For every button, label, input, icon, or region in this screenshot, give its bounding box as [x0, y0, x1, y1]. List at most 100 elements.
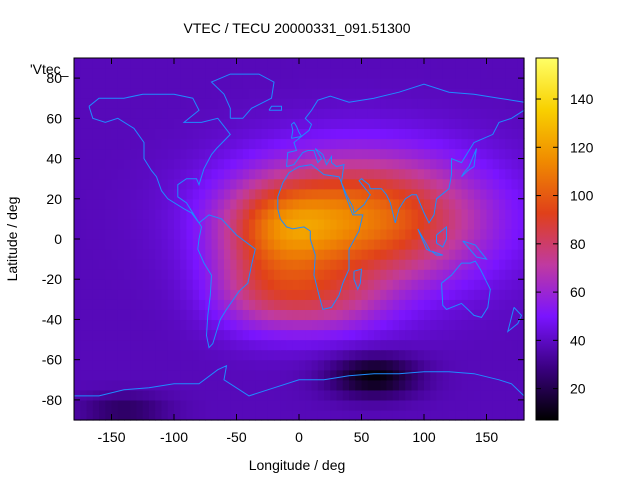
heatmap-cell [411, 379, 419, 391]
heatmap-cell [511, 198, 519, 210]
heatmap-cell [442, 98, 450, 109]
heatmap-cell [267, 88, 275, 99]
heatmap-cell [467, 168, 475, 180]
heatmap-cell [205, 359, 213, 371]
heatmap-cell [155, 188, 163, 200]
heatmap-cell [430, 98, 438, 109]
heatmap-cell [417, 259, 425, 270]
heatmap-cell [92, 269, 100, 280]
heatmap-cell [280, 78, 288, 89]
heatmap-cell [467, 259, 475, 270]
heatmap-cell [386, 239, 394, 250]
heatmap-cell [411, 68, 419, 79]
heatmap-cell [86, 249, 94, 260]
heatmap-cell [124, 319, 131, 331]
heatmap-cell [292, 228, 300, 240]
heatmap-cell [380, 329, 388, 341]
heatmap-cell [174, 118, 181, 129]
heatmap-cell [186, 78, 194, 89]
heatmap-cell [505, 369, 513, 381]
coastline-australia [441, 260, 491, 318]
heatmap-cell [349, 188, 356, 200]
heatmap-cell [311, 68, 319, 79]
heatmap-cell [511, 369, 519, 381]
heatmap-cell [374, 269, 381, 280]
heatmap-cell [474, 88, 481, 99]
heatmap-cell [436, 188, 444, 200]
heatmap-cell [224, 138, 231, 150]
heatmap-cell [117, 168, 125, 180]
heatmap-cell [411, 279, 419, 290]
heatmap-cell [305, 369, 313, 381]
heatmap-cell [230, 269, 238, 280]
heatmap-cell [380, 68, 388, 79]
heatmap-cell [180, 299, 188, 310]
heatmap-cell [399, 218, 406, 230]
heatmap-cell [86, 98, 94, 109]
heatmap-cell [130, 188, 138, 200]
heatmap-cell [480, 259, 488, 270]
heatmap-cell [455, 178, 463, 190]
heatmap-cell [399, 118, 406, 129]
heatmap-cell [374, 379, 381, 391]
heatmap-cell [205, 68, 213, 79]
heatmap-cell [292, 299, 300, 310]
heatmap-cell [436, 208, 444, 220]
heatmap-cell [211, 409, 219, 421]
heatmap-cell [236, 249, 244, 260]
heatmap-cell [205, 88, 213, 99]
heatmap-cell [211, 98, 219, 109]
heatmap-cell [505, 299, 513, 310]
heatmap-cell [324, 168, 331, 180]
heatmap-cell [230, 198, 238, 210]
heatmap-cell [461, 409, 469, 421]
heatmap-cell [492, 218, 500, 230]
heatmap-cell [511, 379, 519, 391]
heatmap-cell [236, 128, 244, 140]
heatmap-cell [180, 188, 188, 200]
heatmap-cell [492, 228, 500, 240]
heatmap-cell [236, 58, 244, 69]
heatmap-cell [99, 208, 106, 220]
heatmap-cell [136, 78, 144, 89]
heatmap-cell [480, 168, 488, 180]
heatmap-cell [99, 78, 106, 89]
heatmap-cell [305, 309, 313, 321]
heatmap-cell [455, 249, 463, 260]
heatmap-cell [280, 399, 288, 411]
heatmap-cell [142, 359, 150, 371]
heatmap-cell [474, 359, 481, 371]
heatmap-cell [311, 369, 319, 381]
heatmap-cell [180, 359, 188, 371]
heatmap-cell [436, 178, 444, 190]
heatmap-cell [199, 58, 206, 69]
heatmap-cell [205, 369, 213, 381]
heatmap-cell [205, 168, 213, 180]
heatmap-cell [480, 249, 488, 260]
heatmap-cell [149, 359, 156, 371]
x-tick-label: 100 [412, 429, 436, 445]
heatmap-cell [442, 409, 450, 421]
heatmap-cell [255, 249, 263, 260]
heatmap-cell [236, 329, 244, 341]
heatmap-cell [311, 228, 319, 240]
heatmap-cell [174, 88, 181, 99]
heatmap-cell [467, 369, 475, 381]
heatmap-cell [330, 319, 338, 331]
heatmap-cell [242, 208, 250, 220]
heatmap-cell [167, 108, 175, 119]
heatmap-cell [180, 239, 188, 250]
coastline-north-america [88, 93, 231, 224]
heatmap-cell [111, 98, 119, 109]
heatmap-cell [117, 369, 125, 381]
heatmap-cell [211, 198, 219, 210]
heatmap-cell [199, 369, 206, 381]
heatmap-cell [430, 299, 438, 310]
heatmap-cell [167, 259, 175, 270]
heatmap-cell [386, 399, 394, 411]
heatmap-cell [174, 158, 181, 170]
heatmap-cell [324, 409, 331, 421]
heatmap-cell [186, 88, 194, 99]
heatmap-cell [392, 389, 400, 401]
heatmap-cell [380, 369, 388, 381]
